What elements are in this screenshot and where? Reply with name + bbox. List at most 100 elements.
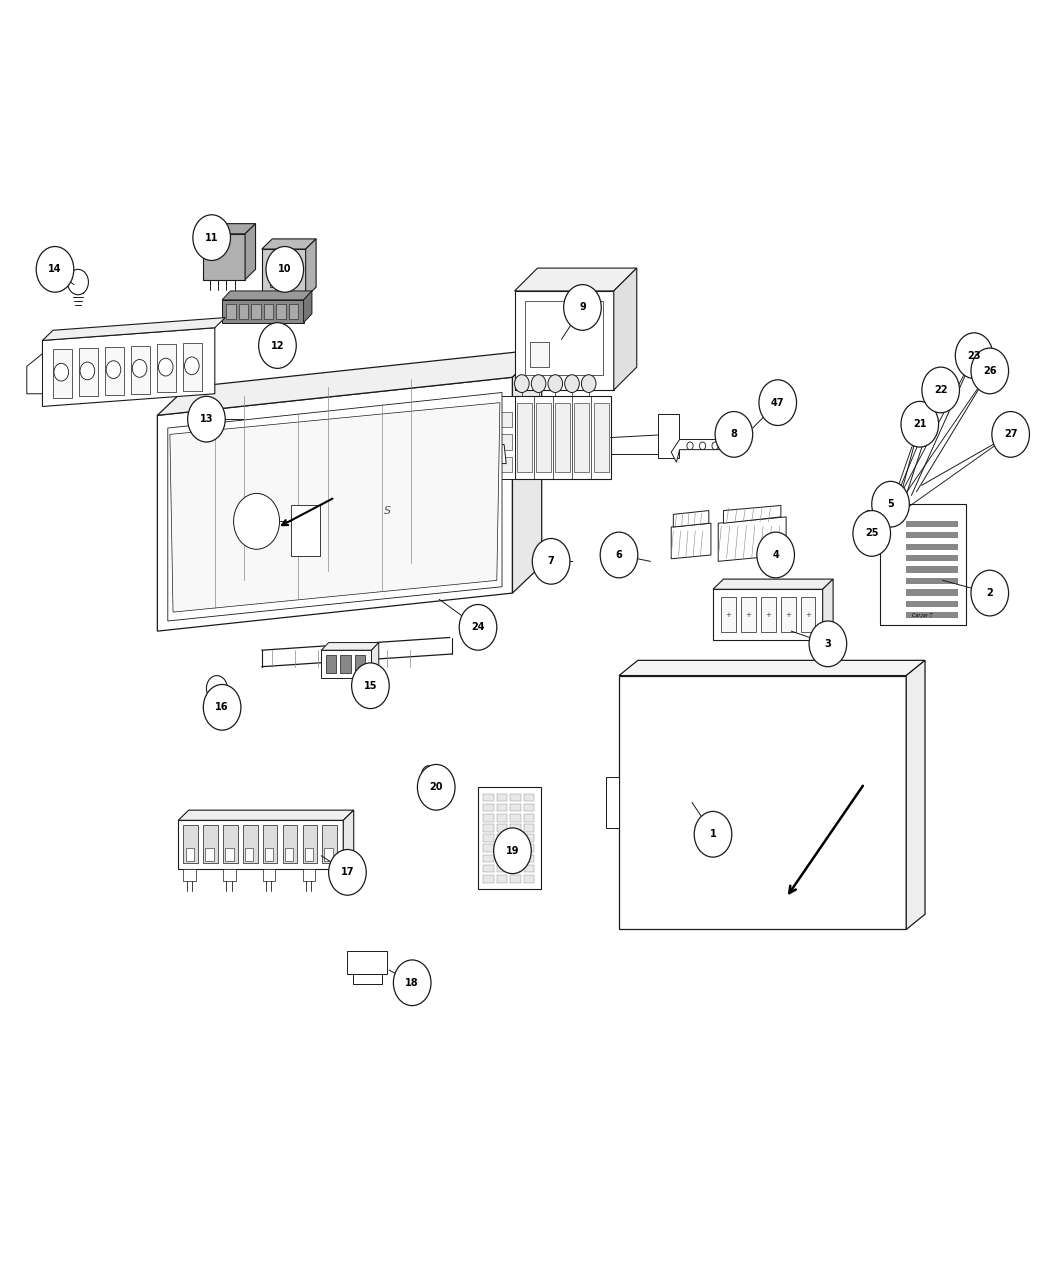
Polygon shape	[158, 377, 512, 631]
Bar	[245, 848, 253, 861]
Text: 4: 4	[773, 550, 779, 560]
Bar	[483, 803, 493, 811]
Circle shape	[971, 348, 1009, 394]
Polygon shape	[614, 268, 636, 390]
Bar	[262, 868, 275, 881]
Bar	[243, 825, 257, 863]
Bar	[79, 348, 98, 397]
Text: +: +	[785, 612, 791, 617]
Bar	[285, 848, 293, 861]
Text: 23: 23	[967, 351, 981, 361]
Bar	[322, 825, 337, 863]
Bar	[326, 655, 336, 673]
Text: 20: 20	[429, 783, 443, 792]
Bar	[497, 864, 507, 872]
Bar	[497, 844, 507, 852]
Polygon shape	[204, 233, 245, 279]
Bar	[291, 505, 320, 556]
Text: Car.jar ▽: Car.jar ▽	[912, 613, 933, 618]
Polygon shape	[514, 397, 611, 479]
Bar	[52, 349, 71, 398]
Circle shape	[159, 358, 173, 376]
Bar	[524, 803, 534, 811]
Polygon shape	[718, 516, 786, 561]
Bar	[510, 813, 521, 821]
Bar	[524, 875, 534, 882]
Circle shape	[193, 214, 230, 260]
Text: 7: 7	[548, 556, 554, 566]
Text: 21: 21	[914, 419, 926, 430]
Circle shape	[352, 663, 390, 709]
Circle shape	[132, 360, 147, 377]
Bar	[483, 875, 493, 882]
Bar	[524, 864, 534, 872]
Circle shape	[956, 333, 993, 379]
Bar	[906, 555, 959, 561]
Bar	[781, 597, 796, 632]
Bar	[497, 803, 507, 811]
Circle shape	[188, 397, 226, 442]
Polygon shape	[27, 353, 42, 394]
Bar	[105, 347, 124, 395]
Bar	[483, 824, 493, 831]
Bar	[340, 655, 351, 673]
Text: 5: 5	[887, 500, 894, 509]
Bar	[510, 875, 521, 882]
Polygon shape	[223, 291, 312, 300]
Polygon shape	[170, 403, 500, 612]
Bar	[497, 875, 507, 882]
Text: 17: 17	[340, 867, 354, 877]
Polygon shape	[673, 510, 709, 527]
Circle shape	[715, 412, 753, 458]
Bar	[498, 412, 512, 427]
Circle shape	[582, 375, 596, 393]
Circle shape	[548, 375, 563, 393]
Text: 12: 12	[271, 340, 285, 351]
Circle shape	[459, 604, 497, 650]
Bar	[741, 597, 756, 632]
Bar	[497, 854, 507, 862]
Polygon shape	[671, 523, 711, 558]
Polygon shape	[158, 349, 542, 416]
Circle shape	[67, 269, 88, 295]
Polygon shape	[306, 238, 316, 297]
Circle shape	[971, 570, 1009, 616]
Bar	[265, 848, 273, 861]
Bar	[238, 303, 248, 319]
Polygon shape	[671, 440, 729, 463]
Bar	[498, 435, 512, 450]
Polygon shape	[859, 518, 903, 546]
Bar	[906, 589, 959, 595]
Bar	[302, 825, 317, 863]
Bar	[906, 612, 959, 618]
Text: +: +	[765, 612, 772, 617]
Bar	[510, 824, 521, 831]
Circle shape	[514, 375, 529, 393]
Circle shape	[80, 362, 94, 380]
Polygon shape	[620, 660, 925, 676]
Bar	[524, 793, 534, 801]
Bar	[483, 864, 493, 872]
Text: +: +	[726, 612, 732, 617]
Polygon shape	[348, 951, 387, 974]
Polygon shape	[906, 660, 925, 929]
Bar	[186, 848, 194, 861]
Circle shape	[532, 538, 570, 584]
Bar	[251, 303, 260, 319]
Bar	[524, 813, 534, 821]
Text: 14: 14	[48, 264, 62, 274]
Bar	[158, 344, 176, 393]
Bar	[906, 601, 959, 607]
Text: ⚠: ⚠	[890, 516, 898, 525]
Bar	[353, 974, 382, 984]
Bar	[510, 854, 521, 862]
Bar	[524, 844, 534, 852]
Polygon shape	[321, 650, 372, 678]
Polygon shape	[514, 268, 636, 291]
Polygon shape	[42, 328, 215, 407]
Circle shape	[204, 685, 240, 731]
Bar	[478, 787, 541, 889]
Circle shape	[106, 361, 121, 379]
Text: +: +	[746, 612, 752, 617]
Bar	[210, 691, 225, 704]
